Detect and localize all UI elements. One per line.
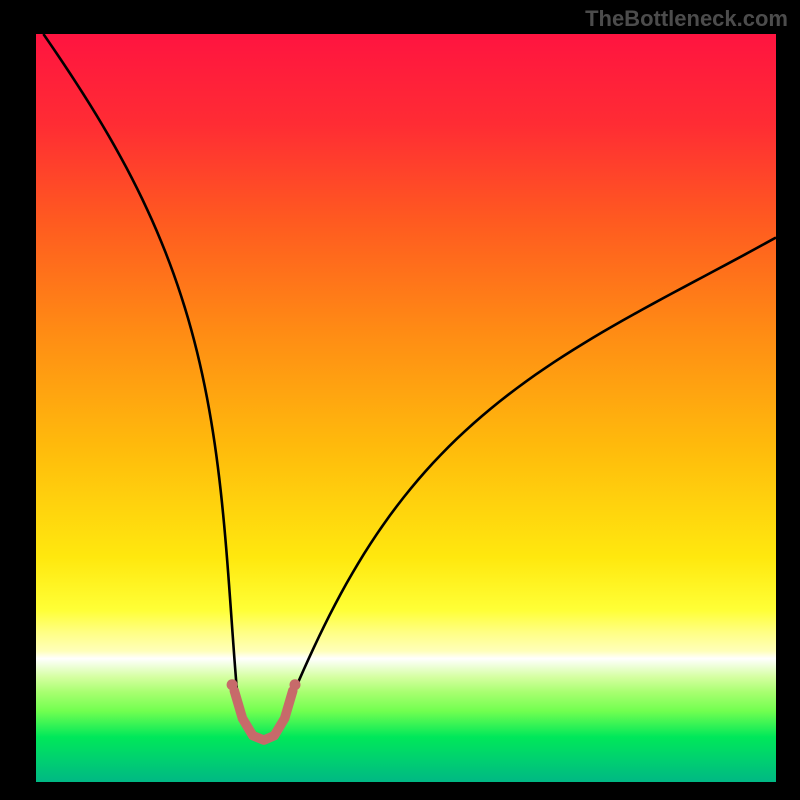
notch-right-dot	[290, 679, 301, 690]
chart-outer: TheBottleneck.com	[0, 0, 800, 800]
notch-left-dot	[227, 679, 238, 690]
chart-svg	[36, 34, 776, 782]
plot-area	[36, 34, 776, 782]
watermark-text: TheBottleneck.com	[585, 6, 788, 32]
